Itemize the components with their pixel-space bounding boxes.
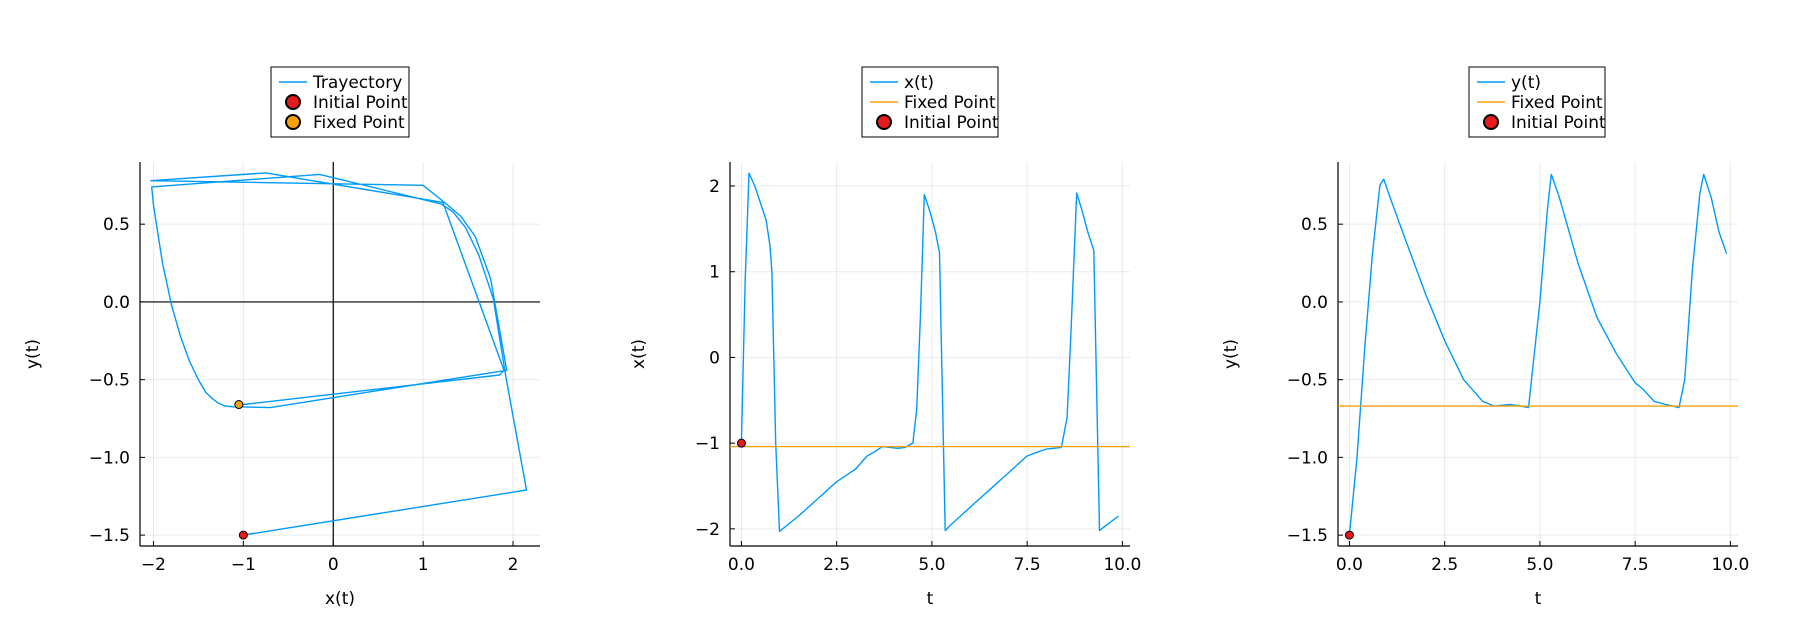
y-axis-label: x(t) xyxy=(629,339,649,369)
y-tick-label: 1 xyxy=(709,263,720,283)
legend-marker-initial-point xyxy=(285,94,301,110)
x-tick-label: 7.5 xyxy=(1622,555,1649,575)
y-tick-label: 2 xyxy=(709,177,720,197)
x-axis-label: t xyxy=(1535,589,1542,609)
x-tick-label: 2 xyxy=(508,555,519,575)
y-tick-label: −0.5 xyxy=(1287,371,1328,391)
y-tick-label: −1 xyxy=(695,434,720,454)
legend-label: Fixed Point xyxy=(904,93,996,113)
y-tick-label: 0.0 xyxy=(1301,293,1328,313)
x-tick-label: 7.5 xyxy=(1014,555,1041,575)
x-tick-label: 2.5 xyxy=(823,555,850,575)
legend-label: Trayectory xyxy=(312,73,402,93)
series-line-y-t- xyxy=(1348,173,1728,536)
x-axis-label: x(t) xyxy=(325,589,355,609)
legend-label: Fixed Point xyxy=(1511,93,1603,113)
x-tick-label: 5.0 xyxy=(1526,555,1553,575)
chart-panel-1: −2 −1 0 1 2 −1.5 −1.0 −0.5 0.0 0.5 x(t) y(t) Trayect… xyxy=(23,66,540,609)
y-tick-label: −1.0 xyxy=(89,448,130,468)
y-tick-label: 0 xyxy=(709,348,720,368)
y-axis-label: y(t) xyxy=(1221,339,1241,369)
x-tick-label: −2 xyxy=(141,555,166,575)
legend-marker-initial-point xyxy=(1483,114,1499,130)
x-tick-label: 10.0 xyxy=(1103,555,1141,575)
x-tick-label: −1 xyxy=(231,555,256,575)
x-tick-label: 0.0 xyxy=(1336,555,1363,575)
initial-point-marker xyxy=(1344,530,1354,540)
legend-label: y(t) xyxy=(1511,73,1541,93)
y-tick-label: 0.5 xyxy=(103,215,130,235)
legend-label: Initial Point xyxy=(1511,113,1606,133)
legend-label: x(t) xyxy=(904,73,934,93)
x-axis-label: t xyxy=(927,589,934,609)
y-axis-label: y(t) xyxy=(23,339,43,369)
initial-point-marker xyxy=(736,438,746,448)
y-tick-label: −1.5 xyxy=(1287,526,1328,546)
y-tick-label: 0.0 xyxy=(103,293,130,313)
series-line-x-t- xyxy=(740,172,1120,533)
y-tick-label: −1.0 xyxy=(1287,448,1328,468)
x-tick-label: 5.0 xyxy=(918,555,945,575)
series-line-trayectory xyxy=(150,172,528,536)
x-tick-label: 1 xyxy=(418,555,429,575)
legend-label: Initial Point xyxy=(313,93,408,113)
y-tick-label: 0.5 xyxy=(1301,215,1328,235)
chart-panel-3: 0.0 2.5 5.0 7.5 10.0−1.5−1.0−0.50.00.5ty(t)y… xyxy=(1221,66,1749,609)
legend-label: Initial Point xyxy=(904,113,999,133)
y-tick-label: −2 xyxy=(695,520,720,540)
x-tick-label: 0 xyxy=(328,555,339,575)
x-tick-label: 10.0 xyxy=(1711,555,1749,575)
y-tick-label: −0.5 xyxy=(89,371,130,391)
initial-point-marker xyxy=(238,530,248,540)
y-tick-label: −1.5 xyxy=(89,526,130,546)
x-tick-label: 2.5 xyxy=(1431,555,1458,575)
legend-marker-fixed-point xyxy=(285,114,301,130)
legend-marker-initial-point xyxy=(876,114,892,130)
fixed-point-marker xyxy=(234,400,244,410)
x-tick-label: 0.0 xyxy=(728,555,755,575)
legend-label: Fixed Point xyxy=(313,113,405,133)
